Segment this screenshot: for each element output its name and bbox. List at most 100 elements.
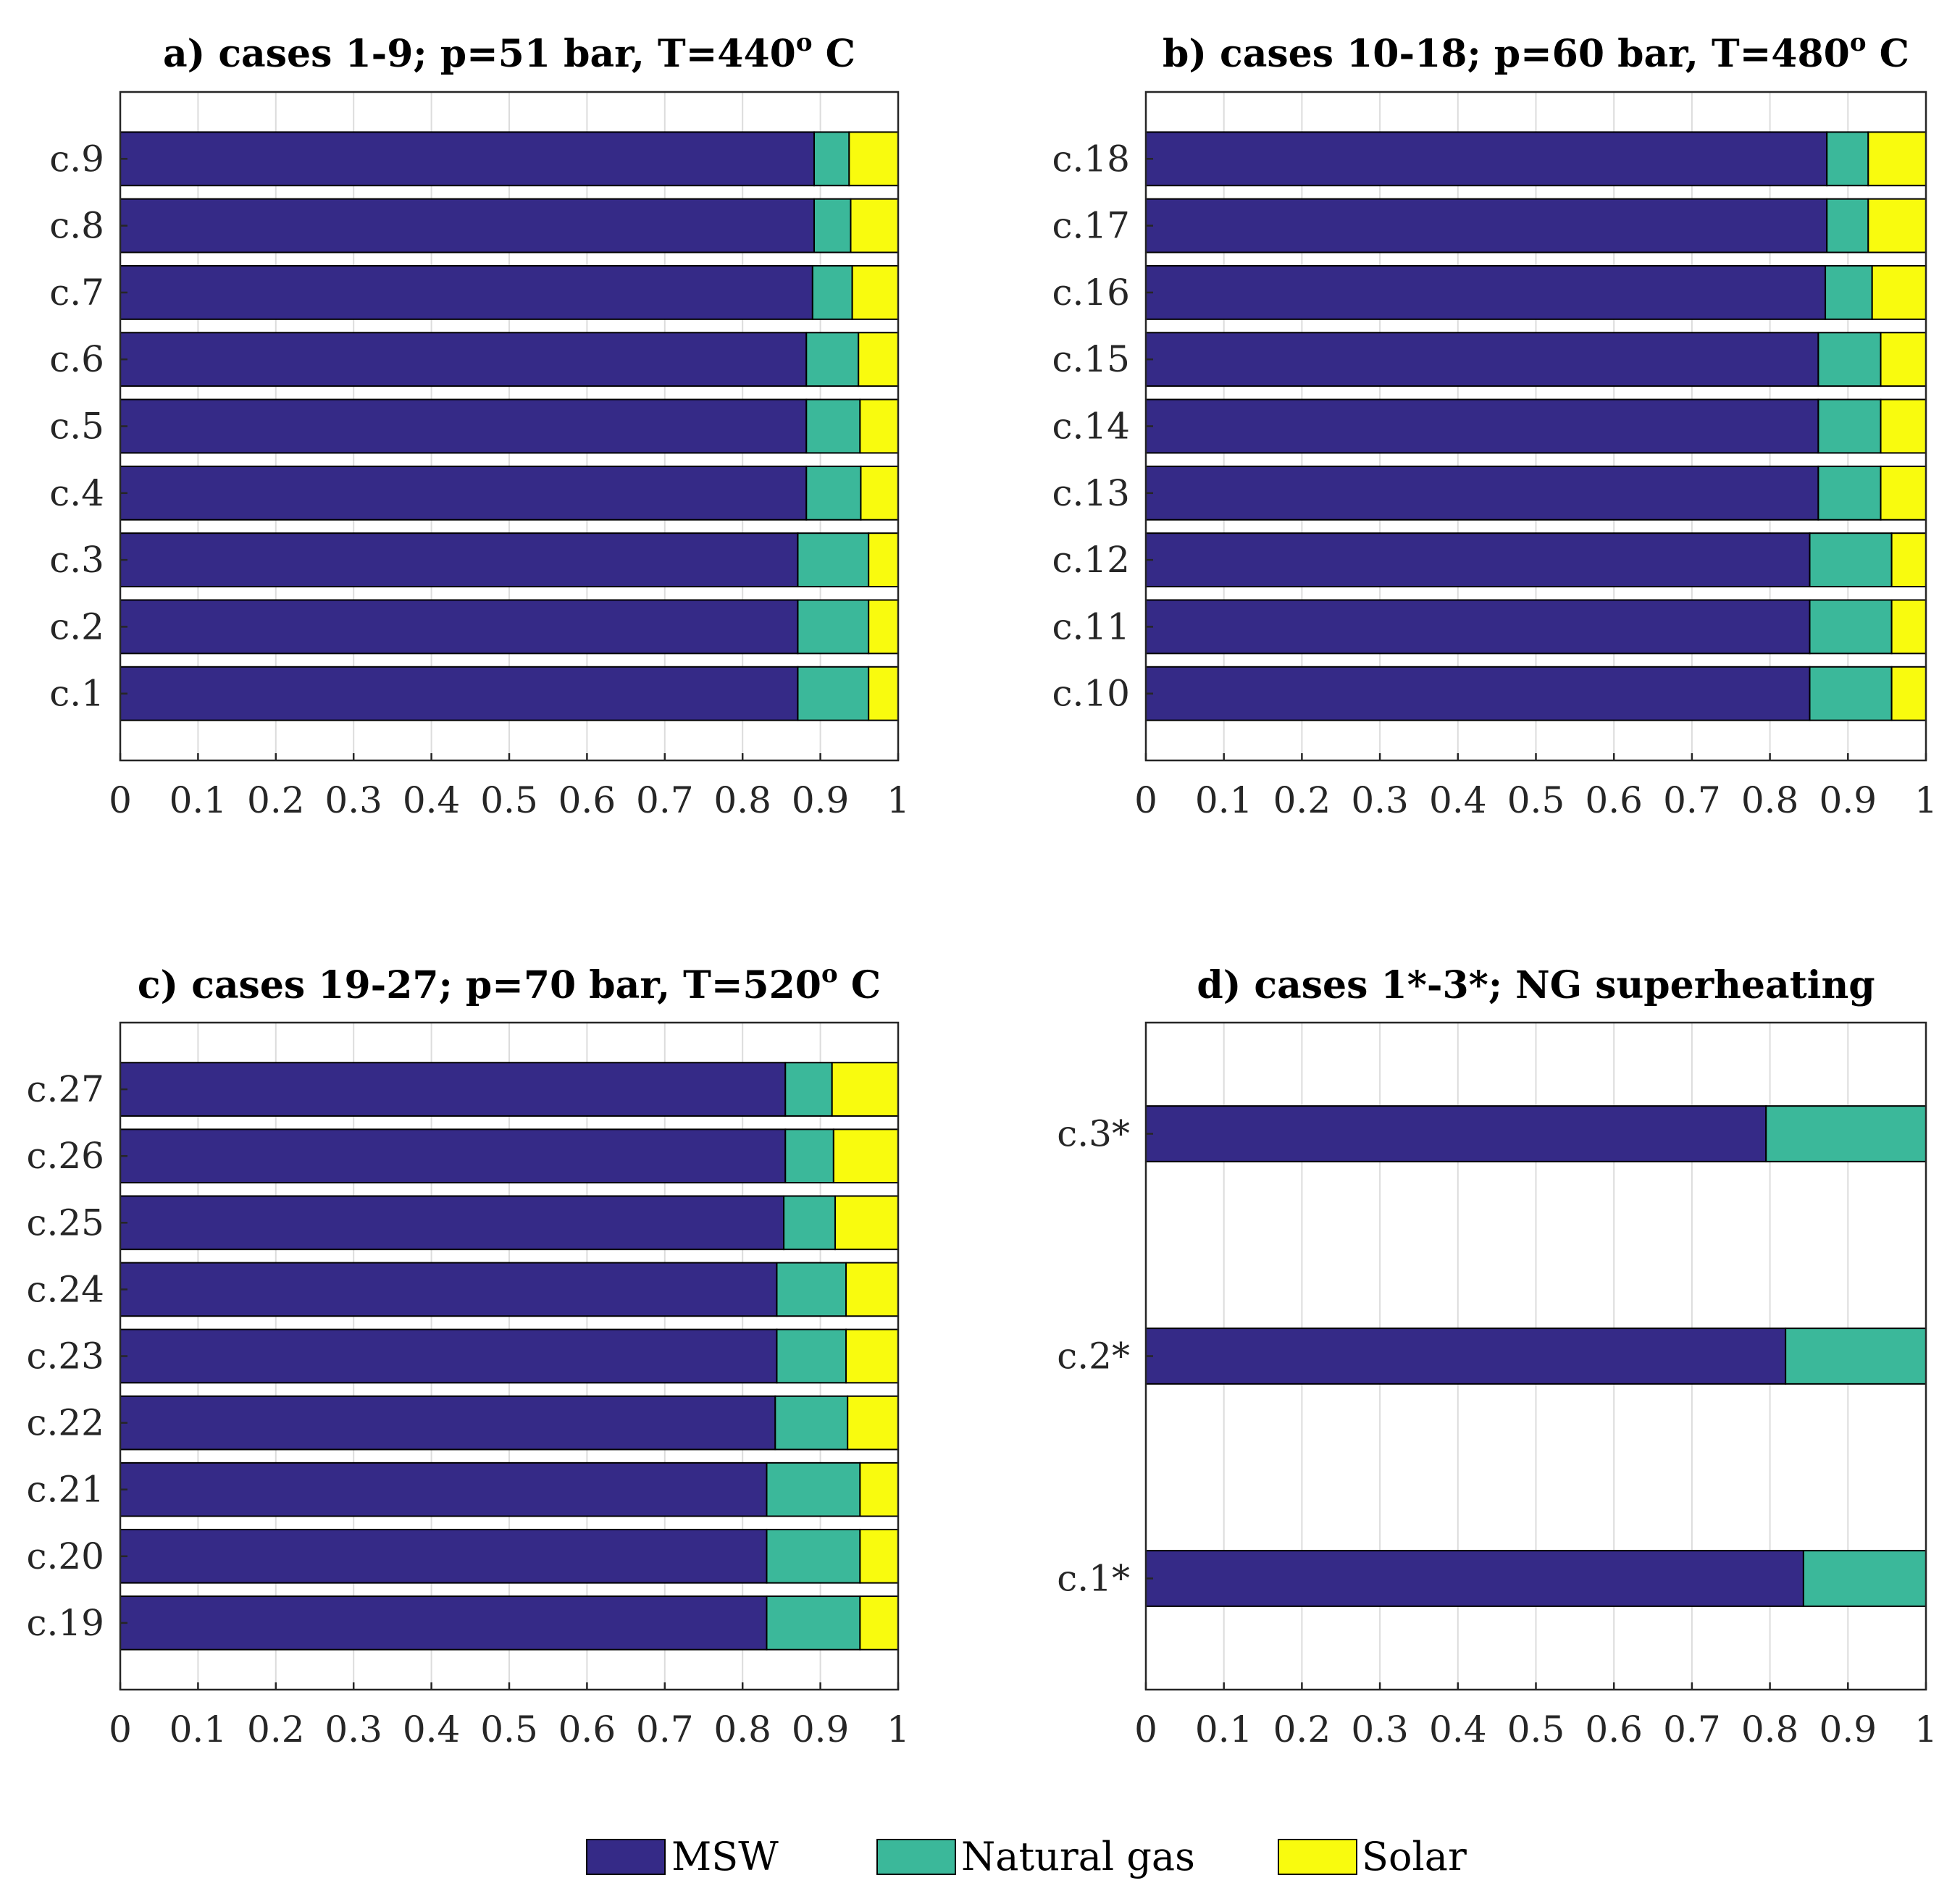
legend-swatch [1278,1839,1357,1875]
bar-solar-c.11 [1890,599,1927,655]
bar-msw-c.1 [120,666,799,721]
chart-panel-3: c.19 c.20 c.21 c.22 c.23 c.24 c.25 c.26 c.27 0 0.1… [26,960,909,1750]
bar-msw-c.20 [120,1528,768,1584]
bar-solar-c.6 [858,332,899,387]
bar-msw-c.9 [120,131,816,187]
y-tick-label: c.24 [26,1268,104,1310]
panels: c.1 c.2 c.3 c.4 c.5 c.6 c.7 c.8 c.9 0 0.1 0.2 0.3 0.4… [26,28,1937,1750]
x-tick-label: 1 [887,779,910,821]
bar-solar-c.22 [847,1395,899,1451]
bar-natural-gas-c.22 [774,1395,849,1451]
chart-panel-1: c.1 c.2 c.3 c.4 c.5 c.6 c.7 c.8 c.9 0 0.1 0.2 0.3 0.4… [49,28,910,821]
x-tick-label: 0.4 [1429,779,1487,821]
bar-solar-c.26 [832,1128,900,1184]
bar-msw-c.22 [120,1395,776,1451]
x-tick-label: 1 [887,1708,910,1750]
bar-natural-gas-c.15 [1817,332,1882,387]
legend-label: MSW [671,1834,779,1879]
bar-natural-gas-c.21 [766,1461,861,1517]
bar-natural-gas-c.6 [805,332,860,387]
x-tick-label: 0.3 [324,779,382,821]
bar-natural-gas-c.16 [1825,264,1873,320]
bar-natural-gas-c.17 [1826,198,1869,253]
axis-frame [119,91,900,762]
bar-msw-c.15 [1145,332,1819,387]
bar-msw-c.3 [120,532,799,588]
bar-msw-c.19 [120,1595,768,1651]
bar-natural-gas-c.1* [1802,1550,1927,1607]
x-tick-label: 0 [109,1708,132,1750]
legend-item-natural-gas: Natural gas [876,1834,1195,1879]
bar-natural-gas-c.27 [784,1062,833,1117]
x-tick-label: 1 [1914,779,1938,821]
x-tick-label: 0.5 [480,779,538,821]
legend-swatch [586,1839,666,1875]
bar-solar-c.13 [1880,465,1927,521]
bar-solar-c.4 [860,465,899,521]
x-tick-label: 0.1 [169,779,227,821]
y-tick-label: c.1 [49,673,104,715]
x-tick-label: 0.7 [636,779,694,821]
axis-frame [1144,91,1927,762]
bar-solar-c.7 [851,264,900,320]
bar-msw-c.12 [1145,532,1811,588]
x-tick-label: 0.7 [1663,779,1721,821]
bar-msw-c.18 [1145,131,1828,187]
bar-natural-gas-c.11 [1809,599,1893,655]
bar-natural-gas-c.12 [1809,532,1893,588]
x-tick-label: 0.8 [713,1708,771,1750]
y-tick-label: c.14 [1052,406,1130,448]
bar-msw-c.17 [1145,198,1828,253]
bar-natural-gas-c.9 [813,131,850,187]
bar-natural-gas-c.26 [784,1128,834,1184]
y-tick-label: c.17 [1052,205,1130,247]
bar-msw-c.26 [120,1128,787,1184]
x-tick-label: 0.4 [403,779,461,821]
y-tick-label: c.1* [1057,1558,1130,1600]
x-tick-label: 0.6 [558,779,616,821]
x-tick-label: 0.9 [1819,779,1877,821]
x-tick-label: 0 [109,779,132,821]
y-tick-label: c.20 [26,1535,104,1577]
x-tick-label: 0.2 [247,779,305,821]
bar-solar-c.23 [845,1328,899,1384]
bar-natural-gas-c.1 [797,666,870,721]
chart-title: d) cases 1*-3*; NG superheating [1197,963,1875,1007]
x-tick-label: 0.3 [324,1708,382,1750]
bar-msw-c.2 [120,599,799,655]
y-tick-label: c.26 [26,1135,104,1177]
bar-msw-c.25 [120,1195,785,1251]
x-tick-label: 0.1 [1195,779,1253,821]
x-tick-label: 0.1 [1195,1708,1253,1750]
bar-natural-gas-c.2 [797,599,870,655]
bar-msw-c.10 [1145,666,1811,721]
bar-msw-c.14 [1145,398,1819,454]
bar-msw-c.1* [1145,1550,1804,1607]
x-tick-label: 0 [1134,1708,1157,1750]
bar-natural-gas-c.3* [1765,1105,1927,1162]
x-tick-label: 0.8 [1741,1708,1799,1750]
bar-natural-gas-c.4 [805,465,862,521]
legend-label: Solar [1362,1834,1467,1879]
bar-msw-c.24 [120,1262,778,1317]
x-tick-label: 0.4 [1429,1708,1487,1750]
bar-msw-c.27 [120,1062,787,1117]
y-tick-label: c.25 [26,1201,104,1244]
bar-msw-c.23 [120,1328,778,1384]
y-tick-label: c.6 [49,338,104,380]
bar-msw-c.13 [1145,465,1819,521]
legend: MSW Natural gas Solar [586,1834,1467,1879]
bar-natural-gas-c.5 [805,398,861,454]
y-tick-label: c.15 [1052,338,1130,380]
bar-msw-c.5 [120,398,808,454]
bar-solar-c.17 [1867,198,1927,253]
x-tick-label: 0.6 [1585,779,1643,821]
bar-natural-gas-c.19 [766,1595,861,1651]
bar-solar-c.2 [868,599,899,655]
bar-natural-gas-c.23 [776,1328,847,1384]
x-tick-label: 0.5 [1507,779,1565,821]
bar-natural-gas-c.2* [1785,1328,1927,1385]
bar-solar-c.8 [850,198,899,253]
bar-solar-c.20 [859,1528,900,1584]
